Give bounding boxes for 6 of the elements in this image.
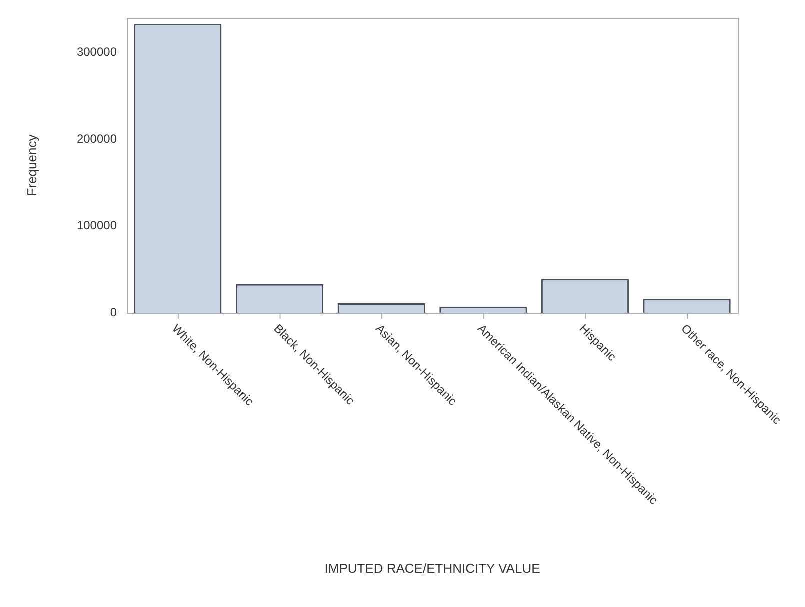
y-tick-label: 200000 [76, 132, 118, 146]
x-axis-title: IMPUTED RACE/ETHNICITY VALUE [324, 560, 541, 576]
y-tick-label: 300000 [76, 45, 118, 60]
y-tick-label: 0 [110, 305, 118, 320]
y-tick-label: 100000 [76, 218, 118, 233]
y-axis-title: Frequency [24, 134, 40, 196]
